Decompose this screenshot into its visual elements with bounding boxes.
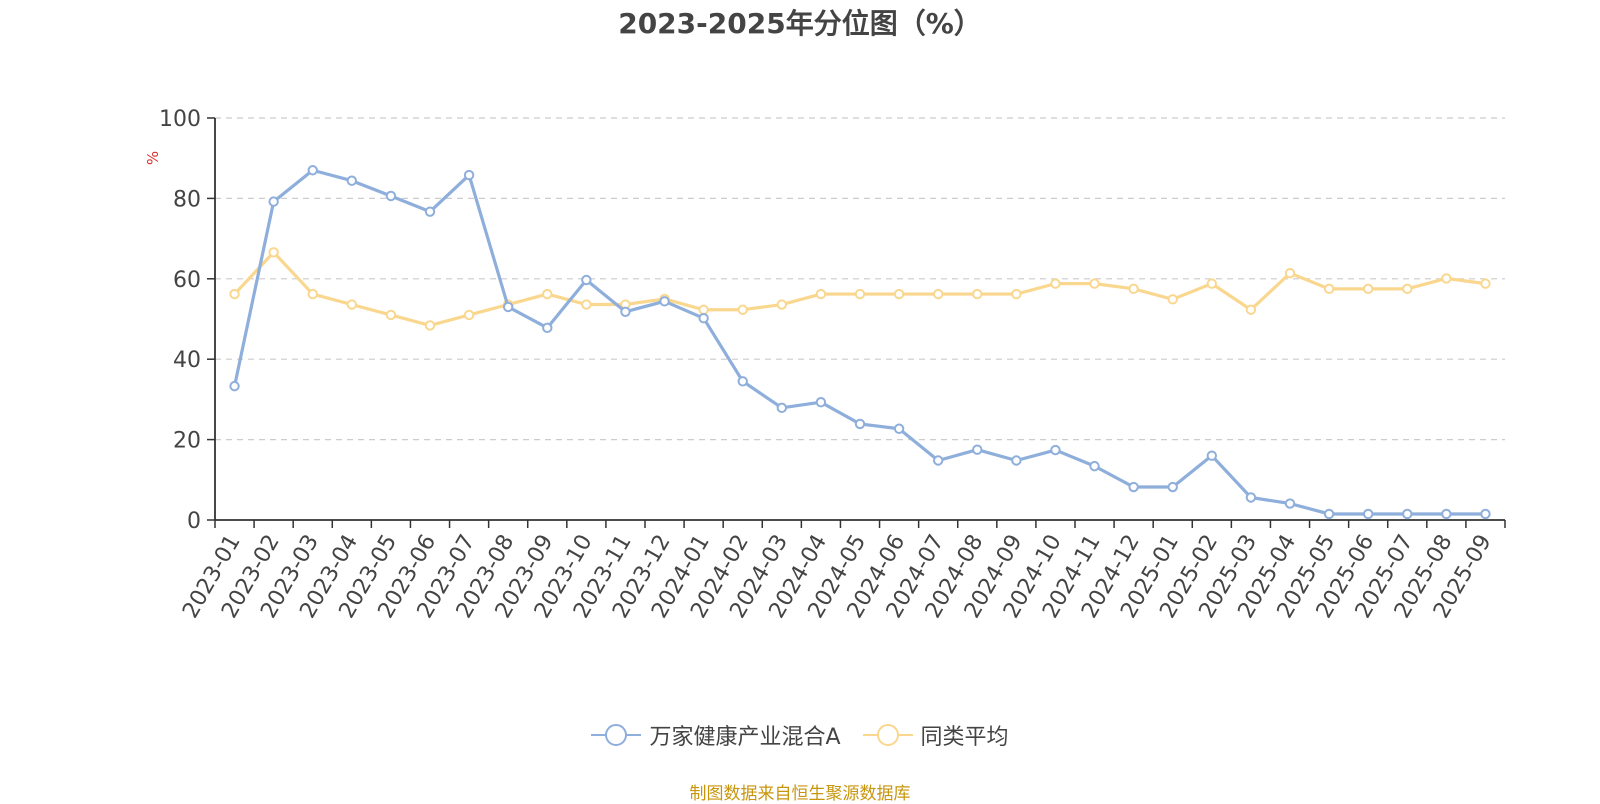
series-1-point-2024-01 — [698, 312, 709, 324]
series-2-point-2024-02 — [737, 304, 748, 315]
series-2-point-2024-01 — [698, 304, 709, 315]
series-1-point-2023-09 — [542, 322, 553, 334]
y-tick-label-20: 20 — [173, 429, 201, 454]
series-1-point-2023-04 — [346, 175, 358, 186]
series-line-1 — [232, 168, 1488, 516]
series-1-point-2023-02 — [268, 196, 279, 207]
series-2-point-2024-05 — [854, 288, 866, 300]
legend-series-1-marker-icon — [591, 724, 642, 746]
y-axis-unit-label: % — [144, 151, 162, 165]
series-1-point-2025-05 — [1323, 508, 1335, 520]
series-2-point-2025-03 — [1245, 304, 1257, 315]
series-1-point-2023-10 — [581, 274, 592, 286]
series-2-point-2023-01 — [229, 288, 240, 300]
series-2-point-2024-07 — [932, 288, 944, 300]
y-tick-label-0: 0 — [187, 509, 201, 534]
series-1-point-2024-10 — [1050, 444, 1061, 456]
series-2-point-2025-02 — [1206, 278, 1218, 289]
series-1-point-2024-06 — [893, 423, 905, 434]
series-1-point-2025-03 — [1245, 492, 1257, 503]
series-1-point-2025-08 — [1441, 508, 1452, 520]
series-line-2 — [232, 250, 1488, 328]
series-2-point-2024-10 — [1050, 278, 1061, 289]
series-1-point-2025-01 — [1167, 481, 1178, 493]
series-1-point-2025-06 — [1362, 508, 1374, 520]
series-2-point-2024-09 — [1011, 288, 1022, 300]
legend-series-2-label: 同类平均 — [920, 725, 1009, 750]
series-2-point-2023-03 — [307, 288, 318, 300]
series-1-point-2024-03 — [776, 402, 788, 414]
series-2-point-2025-04 — [1284, 267, 1296, 279]
series-2-point-2023-05 — [385, 309, 397, 321]
series-1-point-2024-09 — [1011, 455, 1022, 466]
series-1-point-2025-09 — [1480, 508, 1491, 520]
series-2-point-2024-12 — [1128, 283, 1139, 295]
series-2-point-2023-10 — [581, 299, 592, 310]
series-2-point-2023-06 — [424, 320, 436, 331]
series-2-point-2024-04 — [815, 288, 827, 300]
legend-series-1-label: 万家健康产业混合A — [649, 725, 841, 750]
series-2-point-2024-08 — [972, 288, 983, 300]
legend: 万家健康产业混合A 同类平均 — [0, 719, 1600, 751]
series-1-point-2025-07 — [1402, 508, 1413, 520]
series-1-point-2023-01 — [229, 380, 240, 392]
legend-item-series-1[interactable]: 万家健康产业混合A — [591, 719, 841, 751]
y-tick-label-60: 60 — [173, 268, 201, 293]
series-2-point-2025-05 — [1323, 283, 1335, 295]
series-2-point-2025-07 — [1402, 283, 1413, 295]
series-2-point-2024-06 — [893, 288, 905, 300]
series-1-point-2025-04 — [1284, 498, 1296, 509]
series-2-point-2024-03 — [776, 299, 788, 310]
series-2-point-2025-08 — [1441, 273, 1452, 284]
series-2-point-2023-07 — [463, 309, 475, 321]
series-2-point-2025-06 — [1362, 283, 1374, 295]
series-1-point-2024-08 — [972, 444, 983, 455]
series-2-point-2025-09 — [1480, 278, 1491, 289]
series-1-point-2024-11 — [1089, 460, 1100, 472]
series-1-point-2023-05 — [385, 190, 397, 202]
y-tick-label-40: 40 — [173, 348, 201, 373]
series-1-point-2024-05 — [854, 418, 866, 430]
series-1-point-2025-02 — [1206, 450, 1218, 461]
series-1-point-2024-12 — [1128, 481, 1139, 493]
series-1-point-2024-07 — [932, 455, 944, 466]
series-1-point-2023-03 — [307, 165, 318, 176]
legend-series-2-marker-icon — [862, 724, 913, 746]
series-1-point-2023-12 — [659, 296, 670, 307]
series-1-point-2023-08 — [502, 301, 514, 313]
series-2-point-2023-04 — [346, 299, 358, 310]
series-2-point-2024-11 — [1089, 278, 1100, 289]
series-1-point-2023-06 — [424, 206, 436, 217]
y-tick-label-80: 80 — [173, 187, 201, 212]
series-2-point-2023-02 — [268, 247, 279, 258]
y-tick-label-100: 100 — [159, 107, 201, 132]
series-2-point-2023-09 — [542, 288, 553, 300]
series-2-point-2025-01 — [1167, 294, 1178, 305]
series-1-point-2024-02 — [737, 376, 748, 387]
legend-item-series-2[interactable]: 同类平均 — [862, 719, 1009, 751]
series-1-point-2024-04 — [815, 397, 827, 408]
series-1-point-2023-07 — [463, 169, 475, 181]
series-1-point-2023-11 — [620, 306, 631, 317]
chart-title: 2023-2025年分位图（%） — [618, 7, 982, 40]
data-source-note: 制图数据来自恒生聚源数据库 — [689, 784, 911, 804]
